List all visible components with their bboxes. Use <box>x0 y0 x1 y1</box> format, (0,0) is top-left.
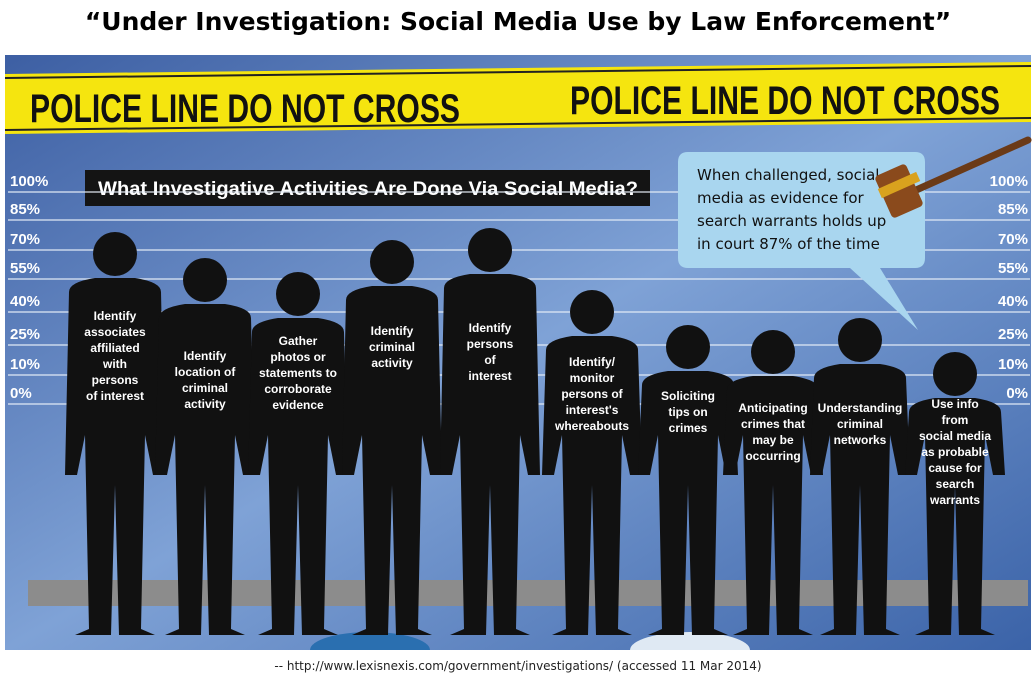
figure-label: persons of <box>561 387 623 401</box>
silhouette-head <box>370 240 414 284</box>
figure-label: crimes that <box>741 417 805 431</box>
figure-label: affiliated <box>90 341 139 355</box>
figure-label: persons <box>92 373 139 387</box>
figure-label: persons <box>467 337 514 351</box>
figure-label: interest <box>468 369 511 383</box>
scale-label: 0% <box>1006 385 1028 402</box>
figure-label: evidence <box>272 398 324 412</box>
scale-label: 55% <box>998 260 1028 277</box>
figure-label: cause for <box>928 461 982 475</box>
figure-label: Understanding <box>818 401 903 415</box>
figure-label: from <box>942 413 969 427</box>
figure-label: Soliciting <box>661 389 715 403</box>
silhouette-head <box>933 352 977 396</box>
scale-label: 100% <box>990 173 1028 190</box>
figure-label: of interest <box>86 389 144 403</box>
figure-label: may be <box>752 433 794 447</box>
figure-label: whereabouts <box>554 419 629 433</box>
figure-label: monitor <box>570 371 615 385</box>
figure-label: Identify <box>469 321 512 335</box>
page: “Under Investigation: Social Media Use b… <box>0 0 1036 682</box>
figure-label: Identify <box>94 309 137 323</box>
figure-label: associates <box>84 325 146 339</box>
heading: What Investigative Activities Are Done V… <box>98 179 638 200</box>
figure-label: Identify/ <box>569 355 616 369</box>
callout-line: search warrants holds up <box>697 212 886 230</box>
scale-label: 100% <box>10 173 48 190</box>
figure-label: activity <box>184 397 226 411</box>
scale-label: 70% <box>998 231 1028 248</box>
scale-label: 0% <box>10 385 32 402</box>
figure-label: crimes <box>669 421 708 435</box>
figure-label: with <box>102 357 127 371</box>
silhouette-head <box>570 290 614 334</box>
figure-label: statements to <box>259 366 337 380</box>
page-title: “Under Investigation: Social Media Use b… <box>85 7 951 36</box>
scale-label: 10% <box>10 356 40 373</box>
scale-label: 25% <box>10 326 40 343</box>
figure-label: Identify <box>371 324 414 338</box>
tape-text: POLICE LINE DO NOT CROSS <box>570 79 1000 123</box>
silhouette-head <box>276 272 320 316</box>
figure-label: Use info <box>931 397 978 411</box>
scale-label: 25% <box>998 326 1028 343</box>
figure-label: of <box>484 353 496 367</box>
scale-label: 70% <box>10 231 40 248</box>
figure-label: Gather <box>279 334 318 348</box>
silhouette-head <box>751 330 795 374</box>
scale-label: 85% <box>998 201 1028 218</box>
figure-label: occurring <box>745 449 800 463</box>
scale-label: 85% <box>10 201 40 218</box>
figure-label: warrants <box>929 493 980 507</box>
figure-label: criminal <box>837 417 883 431</box>
figure-label: location of <box>175 365 237 379</box>
figure-label: tips on <box>668 405 707 419</box>
figure-label: criminal <box>369 340 415 354</box>
callout-line: media as evidence for <box>697 189 864 207</box>
silhouette-head <box>468 228 512 272</box>
scale-label: 40% <box>998 293 1028 310</box>
silhouette-head <box>183 258 227 302</box>
figure-label: corroborate <box>264 382 332 396</box>
silhouette-head <box>93 232 137 276</box>
callout-line: in court 87% of the time <box>697 235 880 253</box>
figure-label: networks <box>834 433 887 447</box>
figure-label: social media <box>919 429 991 443</box>
figure-label: Anticipating <box>738 401 807 415</box>
callout-line: When challenged, social <box>697 166 879 184</box>
silhouette-head <box>666 325 710 369</box>
scale-label: 10% <box>998 356 1028 373</box>
figure-label: Identify <box>184 349 227 363</box>
scale-label: 55% <box>10 260 40 277</box>
figure-label: photos or <box>270 350 326 364</box>
figure-label: activity <box>371 356 413 370</box>
tape-text: POLICE LINE DO NOT CROSS <box>30 87 460 131</box>
figure-label: criminal <box>182 381 228 395</box>
figure-label: interest's <box>566 403 619 417</box>
silhouette-head <box>838 318 882 362</box>
figure-label: as probable <box>921 445 989 459</box>
scale-label: 40% <box>10 293 40 310</box>
source: -- http://www.lexisnexis.com/government/… <box>274 659 761 673</box>
figure-label: search <box>936 477 975 491</box>
